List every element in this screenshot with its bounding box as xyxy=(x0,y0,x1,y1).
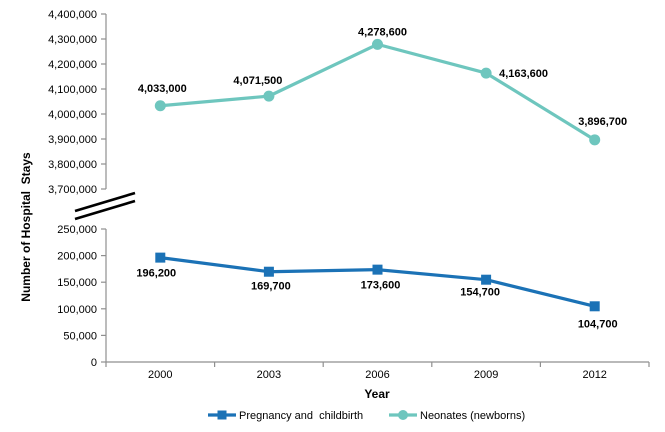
pregnancy-and-childbirth-point-label: 104,700 xyxy=(578,318,618,330)
upper-y-tick-label: 3,700,000 xyxy=(48,184,97,196)
upper-y-tick-label: 4,000,000 xyxy=(48,109,97,121)
pregnancy-and-childbirth-point-label: 196,200 xyxy=(136,268,176,280)
upper-y-tick-label: 4,100,000 xyxy=(48,84,97,96)
pregnancy-and-childbirth-marker xyxy=(589,301,600,312)
legend-neonates-newborns--marker xyxy=(398,410,408,420)
neonates-newborns--marker xyxy=(480,67,492,79)
pregnancy-and-childbirth-marker xyxy=(155,252,166,263)
neonates-newborns--point-label: 4,033,000 xyxy=(138,83,187,95)
neonates-newborns--marker xyxy=(154,100,166,112)
upper-y-tick-label: 3,900,000 xyxy=(48,134,97,146)
lower-y-tick-label: 150,000 xyxy=(57,277,97,289)
neonates-newborns--marker xyxy=(372,38,383,50)
x-tick-label: 2009 xyxy=(474,369,498,381)
upper-y-tick-label: 3,800,000 xyxy=(48,159,97,171)
neonates-newborns--point-label: 4,071,500 xyxy=(233,75,282,87)
legend-neonates-newborns--label: Neonates (newborns) xyxy=(420,410,525,422)
pregnancy-and-childbirth-point-label: 154,700 xyxy=(460,287,500,299)
x-tick-label: 2000 xyxy=(148,369,172,381)
legend-pregnancy-and-childbirth-label: Pregnancy and childbirth xyxy=(239,410,363,422)
x-axis-title: Year xyxy=(364,387,390,401)
neonates-newborns--point-label: 3,896,700 xyxy=(578,116,627,128)
upper-y-tick-label: 4,400,000 xyxy=(48,9,97,21)
lower-y-tick-label: 50,000 xyxy=(63,330,97,342)
pregnancy-and-childbirth-point-label: 169,700 xyxy=(251,281,291,293)
neonates-newborns--marker xyxy=(589,134,601,146)
neonates-newborns--line xyxy=(160,42,596,142)
pregnancy-and-childbirth-marker xyxy=(372,264,383,275)
upper-y-tick-label: 4,300,000 xyxy=(48,34,97,46)
lower-y-tick-label: 0 xyxy=(91,357,97,369)
legend-pregnancy-and-childbirth-marker xyxy=(217,410,227,420)
x-tick-label: 2003 xyxy=(257,369,281,381)
lower-y-tick-label: 200,000 xyxy=(57,251,97,263)
axis-break-mark xyxy=(74,191,136,213)
lower-y-tick-label: 250,000 xyxy=(57,224,97,236)
neonates-newborns--marker xyxy=(263,90,275,102)
lower-y-tick-label: 100,000 xyxy=(57,304,97,316)
upper-y-tick-label: 4,200,000 xyxy=(48,59,97,71)
pregnancy-and-childbirth-marker xyxy=(263,266,274,277)
pregnancy-and-childbirth-marker xyxy=(481,274,492,285)
x-tick-label: 2012 xyxy=(582,369,606,381)
axis-break-mark xyxy=(74,199,136,221)
x-tick-label: 2006 xyxy=(365,369,389,381)
neonates-newborns--point-label: 4,163,600 xyxy=(499,68,548,80)
pregnancy-and-childbirth-point-label: 173,600 xyxy=(361,280,401,292)
y-axis-title: Number of Hospital Stays xyxy=(19,152,33,302)
neonates-newborns--point-label: 4,278,600 xyxy=(358,26,407,38)
